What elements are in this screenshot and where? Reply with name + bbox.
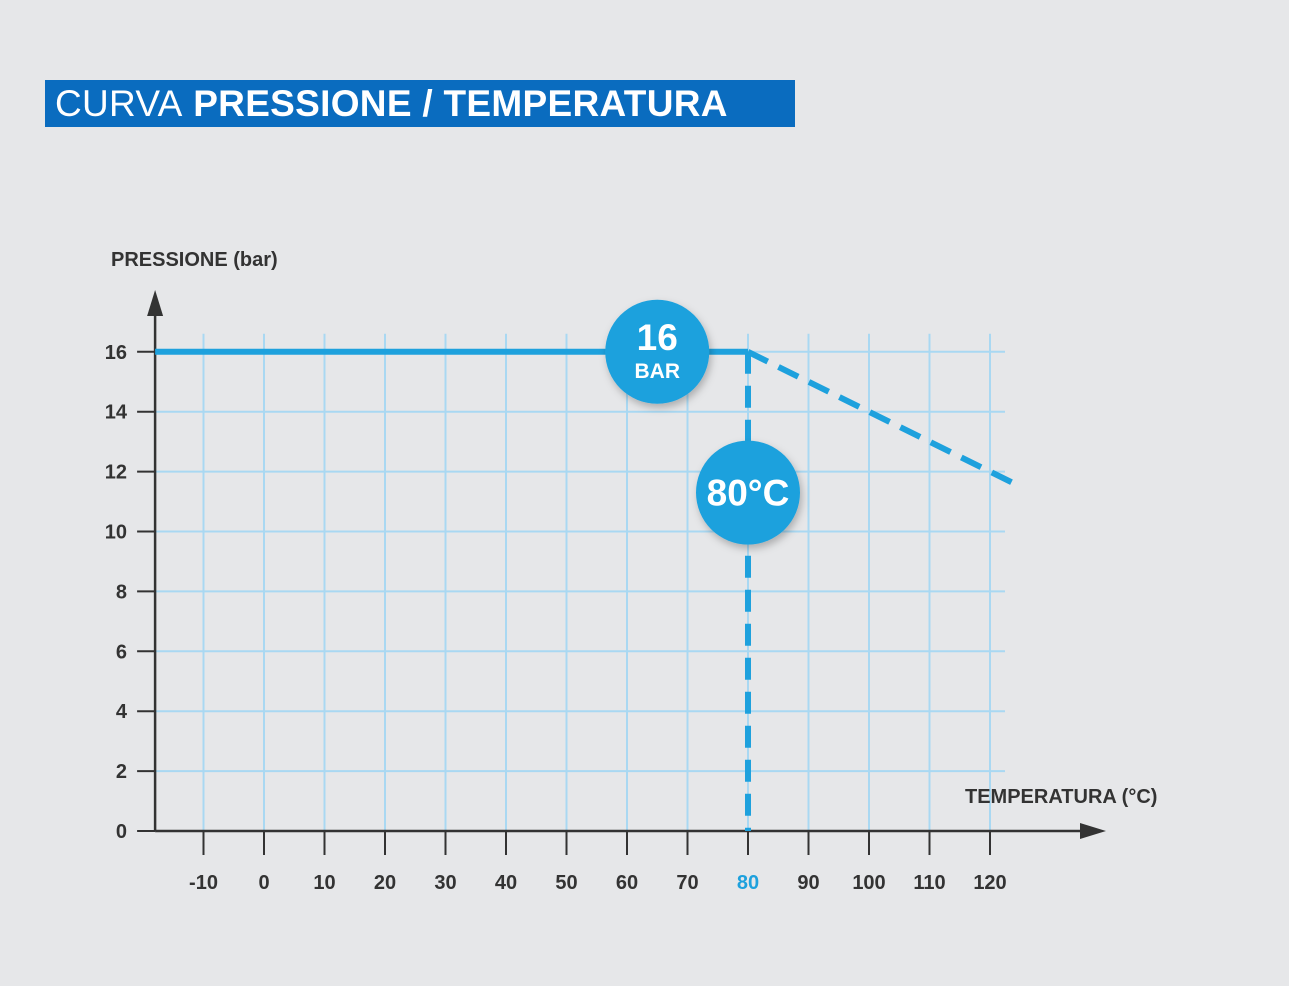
x-tick-label: 110 [913, 872, 945, 894]
x-tick-label: 0 [258, 872, 269, 894]
y-axis-arrow [147, 290, 164, 316]
y-tick-label: 4 [116, 701, 128, 723]
x-tick-label: 30 [434, 872, 456, 894]
x-axis-label: TEMPERATURA (°C) [965, 786, 1157, 808]
y-tick-label: 16 [105, 342, 127, 364]
y-tick-label: 2 [116, 761, 127, 783]
pressure-badge-unit: BAR [635, 360, 681, 383]
y-tick-label: 8 [116, 581, 127, 603]
pressure-badge-circle [605, 299, 710, 404]
x-tick-label: 20 [374, 872, 396, 894]
temperature-badge: 80°C [696, 440, 800, 545]
x-tick-label: 10 [313, 872, 335, 894]
grid [155, 333, 1005, 831]
pressure-badge-value: 16 [637, 317, 678, 358]
x-tick-label: 80 [737, 872, 759, 894]
y-tick-label: 10 [105, 522, 127, 544]
x-tick-label: 40 [495, 872, 517, 894]
title-bold: PRESSIONE / TEMPERATURA [193, 82, 728, 124]
y-tick-label: 6 [116, 641, 127, 663]
y-axis-label: PRESSIONE (bar) [111, 249, 278, 271]
x-tick-label: -10 [189, 872, 218, 894]
page-title: CURVA PRESSIONE / TEMPERATURA [45, 80, 795, 127]
title-light: CURVA [55, 82, 183, 124]
y-tick-label: 14 [105, 402, 128, 424]
x-tick-label: 120 [973, 872, 1006, 894]
y-tick-label: 0 [116, 821, 127, 843]
y-tick-label: 12 [105, 462, 127, 484]
x-tick-label: 70 [676, 872, 698, 894]
x-tick-label: 100 [852, 872, 885, 894]
x-axis-arrow [1080, 823, 1106, 839]
temperature-badge-circle [696, 440, 800, 545]
series-line-dashed [746, 349, 1016, 487]
ticks: 0 2 4 6 8 10 12 14 16 -10 0 10 20 30 40 50 60 70 80 90 100 11… [105, 342, 1007, 894]
x-tick-label: 90 [797, 872, 819, 894]
x-tick-label: 60 [616, 872, 638, 894]
x-tick-label: 50 [555, 872, 577, 894]
temperature-badge-text: 80°C [707, 473, 790, 514]
